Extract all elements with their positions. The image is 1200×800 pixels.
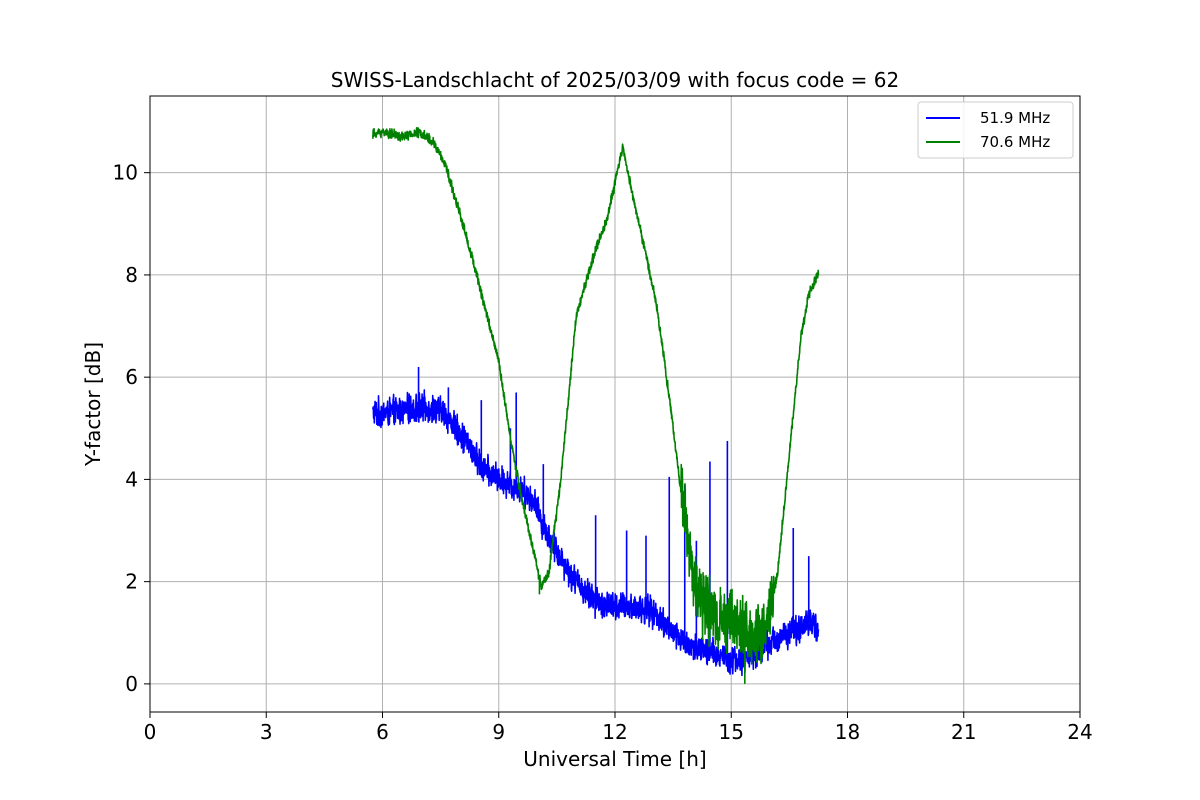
series-line-2 [372, 127, 820, 684]
x-tick-label: 9 [492, 720, 505, 744]
y-tick-label: 8 [125, 263, 138, 287]
x-tick-label: 12 [602, 720, 627, 744]
x-tick-label: 3 [260, 720, 273, 744]
x-tick-label: 18 [835, 720, 860, 744]
x-axis-label: Universal Time [h] [523, 747, 706, 771]
y-tick-label: 2 [125, 570, 138, 594]
legend-box [917, 101, 1074, 159]
x-tick-label: 21 [951, 720, 976, 744]
chart-title: SWISS-Landschlacht of 2025/03/09 with fo… [331, 68, 899, 92]
legend-label-series-1: 51.9 MHz [980, 109, 1050, 127]
y-tick-label: 10 [113, 161, 138, 185]
legend: 51.9 MHz 70.6 MHz [917, 101, 1074, 159]
series-layer [372, 127, 820, 684]
y-tick-label: 4 [125, 467, 138, 491]
y-tick-label: 0 [125, 672, 138, 696]
x-tick-label: 24 [1067, 720, 1092, 744]
x-tick-label: 15 [719, 720, 744, 744]
series-line-1 [372, 366, 820, 677]
y-tick-label: 6 [125, 365, 138, 389]
x-tick-label: 0 [144, 720, 157, 744]
legend-label-series-2: 70.6 MHz [980, 133, 1050, 151]
y-axis-label: Y-factor [dB] [81, 342, 105, 467]
x-tick-label: 6 [376, 720, 389, 744]
